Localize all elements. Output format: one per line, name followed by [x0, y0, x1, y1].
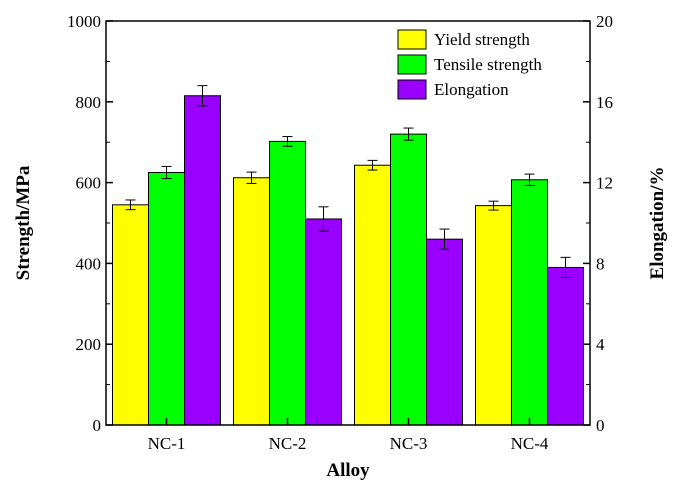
- y-tick-label: 1000: [67, 12, 101, 31]
- error-bar: [318, 206, 329, 232]
- error-bar: [403, 127, 414, 141]
- y-tick-label: 800: [76, 93, 102, 112]
- error-bar: [197, 85, 208, 107]
- error-bar: [282, 136, 293, 147]
- legend-label: Elongation: [434, 80, 509, 99]
- error-bar: [246, 171, 257, 184]
- y2-tick-label: 8: [596, 254, 605, 273]
- x-tick-label: NC-3: [390, 434, 428, 453]
- legend-swatch: [397, 29, 427, 50]
- legend-label: Yield strength: [434, 30, 530, 49]
- legend: Yield strength Tensile strength Elongation: [397, 29, 542, 100]
- bar-tensile-strength-nc-2: [269, 140, 306, 426]
- y2-tick-label: 20: [596, 12, 613, 31]
- bar-yield-strength-nc-1: [112, 204, 149, 426]
- bar-elongation-nc-1: [184, 95, 221, 426]
- error-bar: [161, 165, 172, 180]
- legend-item: Elongation: [397, 79, 509, 100]
- y-tick-label: 200: [76, 335, 102, 354]
- y2-tick-label: 4: [596, 335, 605, 354]
- bar-tensile-strength-nc-1: [148, 172, 185, 426]
- legend-item: Yield strength: [397, 29, 530, 50]
- bars-layer: [112, 95, 584, 426]
- error-bar: [488, 200, 499, 211]
- legend-swatch: [397, 79, 427, 100]
- y-tick-label: 0: [93, 416, 102, 435]
- x-tick-label: NC-2: [269, 434, 307, 453]
- bar-yield-strength-nc-2: [233, 177, 270, 426]
- axes-layer: 0 200 400 600 800 1000 0 4 8 12 16 20 NC-1 NC-2 NC-3 NC…: [67, 12, 613, 453]
- error-bars-layer: [125, 85, 571, 279]
- error-bar: [439, 228, 450, 250]
- legend-label: Tensile strength: [434, 55, 542, 74]
- y2-tick-label: 16: [596, 93, 613, 112]
- y-axis-title: Strength/MPa: [13, 165, 34, 280]
- y2-tick-label: 0: [596, 416, 605, 435]
- bar-elongation-nc-2: [305, 218, 342, 426]
- bar-yield-strength-nc-4: [475, 205, 512, 426]
- y-tick-label: 600: [76, 174, 102, 193]
- x-tick-label: NC-4: [511, 434, 549, 453]
- legend-item: Tensile strength: [397, 54, 542, 75]
- y-tick-label: 400: [76, 254, 102, 273]
- error-bar: [367, 159, 378, 171]
- error-bar: [524, 173, 535, 186]
- bar-yield-strength-nc-3: [354, 164, 391, 426]
- x-tick-label: NC-1: [148, 434, 186, 453]
- bar-tensile-strength-nc-4: [511, 179, 548, 426]
- y2-axis-title: Elongation/%: [647, 167, 668, 280]
- error-bar: [560, 256, 571, 279]
- bar-elongation-nc-3: [426, 238, 463, 426]
- bar-tensile-strength-nc-3: [390, 133, 427, 426]
- y2-tick-label: 12: [596, 174, 613, 193]
- x-axis-title: Alloy: [326, 460, 370, 481]
- legend-swatch: [397, 54, 427, 75]
- bar-elongation-nc-4: [547, 266, 584, 426]
- error-bar: [125, 199, 136, 211]
